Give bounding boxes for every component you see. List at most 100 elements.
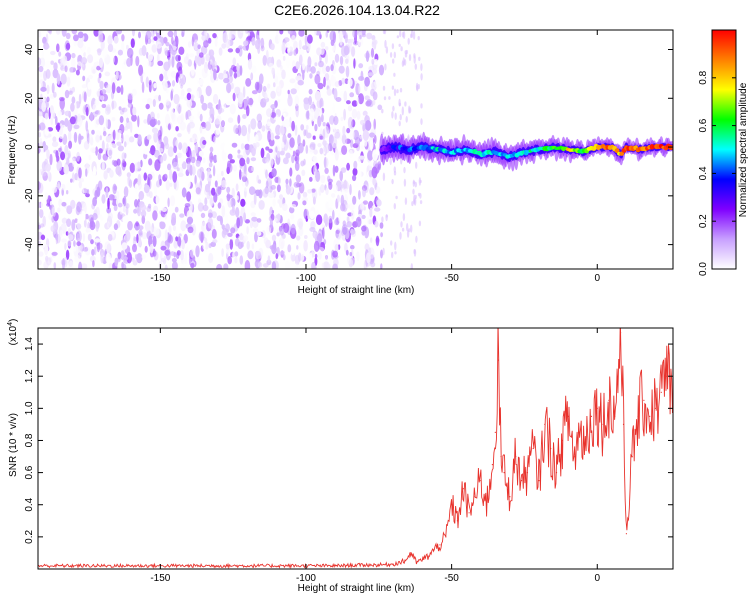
noise-speck bbox=[323, 156, 327, 169]
noise-speck bbox=[399, 30, 402, 38]
noise-speck bbox=[286, 56, 290, 68]
noise-speck bbox=[340, 203, 346, 212]
noise-speck bbox=[213, 68, 217, 81]
noise-speck bbox=[180, 74, 186, 86]
noise-speck bbox=[177, 133, 182, 138]
noise-speck bbox=[45, 163, 51, 172]
noise-speck bbox=[392, 58, 395, 64]
noise-speck bbox=[149, 226, 154, 234]
noise-speck bbox=[302, 191, 308, 198]
noise-speck bbox=[317, 143, 322, 148]
noise-speck bbox=[285, 185, 291, 195]
noise-speck bbox=[289, 206, 295, 214]
noise-speck bbox=[328, 207, 333, 213]
noise-speck bbox=[344, 188, 349, 193]
noise-speck bbox=[69, 67, 74, 73]
snr-point bbox=[579, 431, 581, 433]
noise-speck bbox=[52, 175, 56, 185]
noise-speck bbox=[334, 243, 339, 252]
noise-speck bbox=[134, 254, 138, 260]
noise-speck bbox=[64, 242, 67, 251]
noise-speck bbox=[85, 168, 88, 177]
snr-point bbox=[596, 407, 598, 409]
noise-speck bbox=[221, 248, 224, 257]
noise-speck bbox=[222, 32, 228, 44]
noise-speck bbox=[180, 154, 185, 164]
noise-speck bbox=[279, 198, 283, 208]
snr-point bbox=[520, 480, 523, 482]
noise-speck bbox=[345, 58, 349, 64]
noise-speck bbox=[218, 72, 225, 80]
noise-speck bbox=[296, 235, 301, 241]
noise-speck bbox=[216, 255, 220, 263]
noise-speck bbox=[76, 233, 80, 241]
noise-speck bbox=[262, 55, 267, 66]
noise-speck bbox=[348, 149, 353, 159]
noise-speck bbox=[274, 176, 279, 183]
noise-speck bbox=[375, 235, 380, 247]
noise-speck bbox=[265, 158, 270, 164]
noise-speck bbox=[323, 142, 330, 154]
noise-speck bbox=[312, 135, 316, 140]
noise-speck bbox=[130, 121, 133, 133]
noise-speck bbox=[65, 249, 70, 260]
noise-speck bbox=[405, 49, 408, 55]
noise-speck bbox=[45, 60, 52, 69]
x-tick-label: 0 bbox=[594, 573, 600, 584]
noise-speck bbox=[195, 160, 201, 167]
noise-speck bbox=[190, 64, 195, 77]
noise-speck bbox=[64, 89, 70, 99]
noise-speck bbox=[221, 205, 226, 218]
noise-speck bbox=[281, 141, 285, 149]
noise-speck bbox=[404, 101, 407, 107]
noise-speck bbox=[156, 112, 160, 119]
noise-speck bbox=[112, 143, 117, 149]
noise-speck bbox=[204, 197, 208, 206]
noise-speck bbox=[277, 33, 281, 43]
noise-speck bbox=[83, 91, 87, 103]
noise-speck bbox=[38, 224, 42, 229]
noise-speck bbox=[71, 52, 76, 59]
noise-speck bbox=[217, 163, 220, 175]
noise-speck bbox=[358, 63, 364, 69]
x-tick-label: 0 bbox=[594, 273, 600, 284]
noise-speck bbox=[217, 238, 224, 247]
snr-point bbox=[643, 399, 645, 401]
noise-speck bbox=[105, 84, 112, 94]
noise-speck bbox=[345, 204, 350, 209]
noise-speck bbox=[68, 140, 73, 149]
noise-speck bbox=[143, 148, 150, 155]
noise-speck bbox=[173, 93, 180, 105]
noise-speck bbox=[319, 97, 324, 110]
noise-speck bbox=[146, 134, 152, 140]
noise-speck bbox=[283, 222, 290, 234]
noise-speck bbox=[133, 73, 137, 85]
noise-speck bbox=[121, 242, 128, 250]
noise-speck bbox=[291, 120, 295, 132]
noise-speck bbox=[208, 162, 213, 168]
noise-speck bbox=[349, 92, 355, 98]
noise-speck bbox=[82, 247, 89, 252]
noise-speck bbox=[298, 39, 302, 50]
noise-speck bbox=[107, 197, 110, 210]
noise-speck bbox=[107, 35, 113, 45]
noise-speck bbox=[231, 142, 238, 148]
noise-speck bbox=[152, 30, 156, 35]
noise-speck bbox=[159, 178, 162, 186]
noise-speck bbox=[126, 117, 130, 123]
noise-speck bbox=[304, 235, 308, 239]
noise-speck bbox=[268, 62, 274, 70]
noise-speck bbox=[271, 234, 277, 242]
noise-speck bbox=[340, 90, 345, 99]
noise-speck bbox=[202, 140, 207, 145]
noise-speck bbox=[376, 199, 382, 207]
noise-speck bbox=[394, 241, 397, 251]
noise-speck bbox=[247, 131, 250, 142]
noise-speck bbox=[164, 249, 171, 256]
noise-speck bbox=[117, 251, 122, 260]
track-core bbox=[619, 151, 625, 156]
noise-speck bbox=[354, 136, 361, 146]
noise-speck bbox=[314, 123, 318, 132]
y-tick-label: 0.6 bbox=[24, 465, 35, 479]
noise-speck bbox=[357, 93, 364, 105]
